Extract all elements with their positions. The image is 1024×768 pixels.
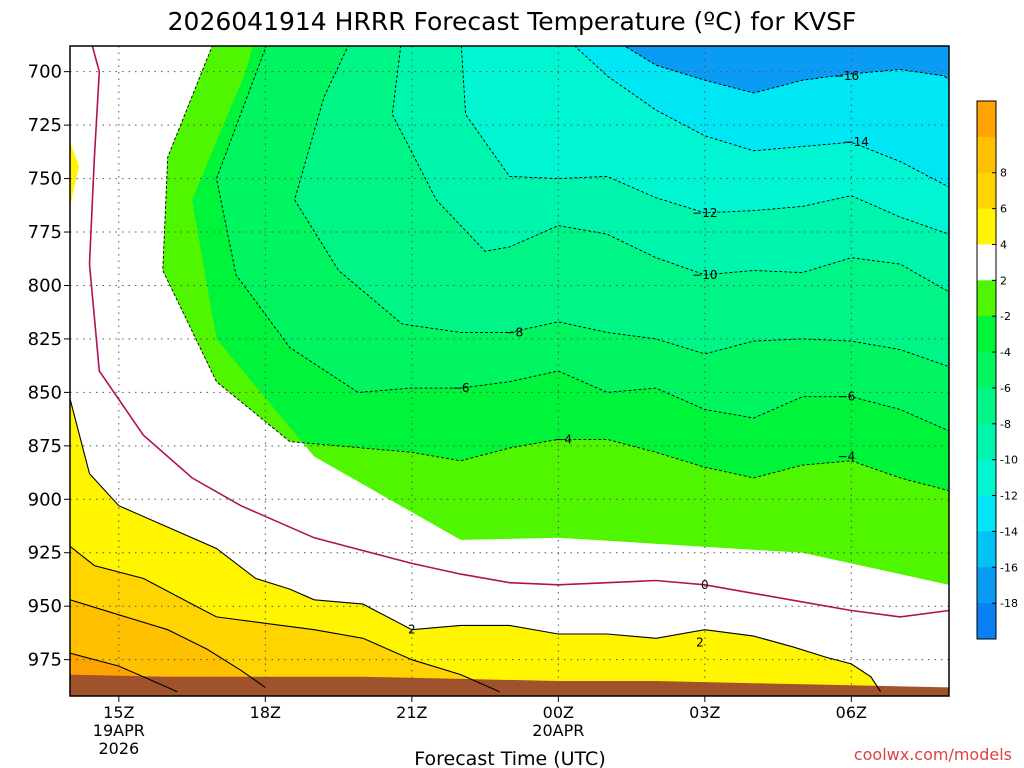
colorbar-swatch xyxy=(977,172,996,210)
contour-label: −16 xyxy=(834,69,859,83)
contour-label: −4 xyxy=(838,450,856,464)
colorbar-label: -12 xyxy=(1000,490,1018,503)
y-tick-label: 700 xyxy=(28,62,62,83)
colorbar-swatch xyxy=(977,101,996,138)
colorbar-label: -10 xyxy=(1000,454,1018,467)
colorbar-label: -2 xyxy=(1000,310,1011,323)
colorbar-swatch xyxy=(977,208,996,245)
chart-title: 2026041914 HRRR Forecast Temperature (ºC… xyxy=(168,7,857,36)
colorbar-swatch xyxy=(977,423,996,461)
contour-line-0 xyxy=(88,46,949,618)
contour-line--10 xyxy=(391,46,949,293)
contour-label: −10 xyxy=(692,268,717,282)
x-tick-label: 21Z xyxy=(396,703,427,722)
contour-line-4 xyxy=(70,545,500,693)
colorbar-label: 8 xyxy=(1000,167,1007,180)
colorbar-swatch xyxy=(977,352,996,389)
fill-band--16 xyxy=(624,46,949,93)
y-tick-label: 725 xyxy=(28,115,62,136)
y-tick-label: 975 xyxy=(28,650,62,671)
contour-label: −8 xyxy=(506,326,524,340)
colorbar-swatch xyxy=(977,567,996,604)
colorbar-label: -18 xyxy=(1000,597,1018,610)
colorbar: -18 -16 -14 -12 -10 -8 -6 -4 -2 2 4 6 8 xyxy=(976,100,1018,640)
colorbar-label: -8 xyxy=(1000,418,1011,431)
fill-band-2 xyxy=(70,398,881,696)
y-axis: 700 725 750 775 800 825 850 875 900 925 950 975 xyxy=(28,62,70,671)
colorbar-label: 4 xyxy=(1000,238,1007,251)
x-tick-label: 2026 xyxy=(98,739,139,758)
colorbar-label: -4 xyxy=(1000,346,1011,359)
plot-frame xyxy=(69,45,950,697)
contour-lines xyxy=(70,46,949,693)
colorbar-label: -16 xyxy=(1000,561,1018,574)
colorbar-frame xyxy=(976,100,997,640)
colorbar-label: -6 xyxy=(1000,382,1011,395)
y-tick-label: 750 xyxy=(28,169,62,190)
x-axis-label: Forecast Time (UTC) xyxy=(414,748,605,768)
plot-area xyxy=(70,46,949,696)
contour-line--12 xyxy=(460,46,949,235)
colorbar-swatch xyxy=(977,244,996,281)
contour-labels: −16 −14 −12 −10 −8 −6 −6 −4 −4 0 2 2 xyxy=(408,69,869,650)
fill-band--14 xyxy=(574,46,949,188)
contour-label: 2 xyxy=(696,636,704,650)
colorbar-swatch xyxy=(977,495,996,532)
contour-label: −6 xyxy=(838,390,856,404)
y-tick-label: 800 xyxy=(28,275,62,296)
contour-label: −12 xyxy=(692,206,717,220)
x-tick-label: 00Z xyxy=(543,703,574,722)
y-tick-label: 900 xyxy=(28,489,62,510)
ground-fill xyxy=(70,674,949,696)
contour-line-8 xyxy=(70,652,178,693)
y-tick-label: 950 xyxy=(28,596,62,617)
x-tick-label: 19APR xyxy=(93,721,145,740)
colorbar-swatch xyxy=(977,387,996,425)
y-tick-label: 850 xyxy=(28,382,62,403)
y-tick-label: 825 xyxy=(28,329,62,350)
x-tick-label: 06Z xyxy=(836,703,867,722)
contour-line-2 xyxy=(70,398,882,693)
colorbar-label: -14 xyxy=(1000,525,1018,538)
fill-band-0 xyxy=(70,46,949,696)
colorbar-label: 2 xyxy=(1000,274,1007,287)
y-tick-label: 925 xyxy=(28,543,62,564)
contour-label: −4 xyxy=(554,432,572,446)
contour-line--16 xyxy=(623,46,949,94)
contour-line--8 xyxy=(294,46,949,368)
credit-text: coolwx.com/models xyxy=(854,745,1012,764)
contour-line-6 xyxy=(70,599,266,688)
contour-label: −14 xyxy=(844,135,869,149)
contour-line--4 xyxy=(162,46,949,492)
colorbar-swatch xyxy=(977,136,996,174)
fill-band--2 xyxy=(162,46,949,585)
colorbar-swatch xyxy=(977,459,996,497)
colorbar-swatch xyxy=(977,280,996,317)
fill-band-2-upper xyxy=(70,142,79,207)
contour-label: 2 xyxy=(408,623,416,637)
y-tick-label: 875 xyxy=(28,436,62,457)
contour-label: −6 xyxy=(452,381,470,395)
contour-label: 0 xyxy=(701,578,709,592)
colorbar-label: 6 xyxy=(1000,203,1007,216)
x-tick-label: 20APR xyxy=(532,721,584,740)
x-tick-label: 03Z xyxy=(689,703,720,722)
colorbar-swatch xyxy=(977,531,996,568)
y-tick-label: 775 xyxy=(28,222,62,243)
colorbar-swatch xyxy=(977,603,996,640)
contour-line--14 xyxy=(574,46,949,188)
x-tick-label: 15Z xyxy=(103,703,134,722)
contour-line--6 xyxy=(216,46,949,432)
colorbar-swatch xyxy=(977,316,996,353)
x-tick-label: 18Z xyxy=(250,703,281,722)
